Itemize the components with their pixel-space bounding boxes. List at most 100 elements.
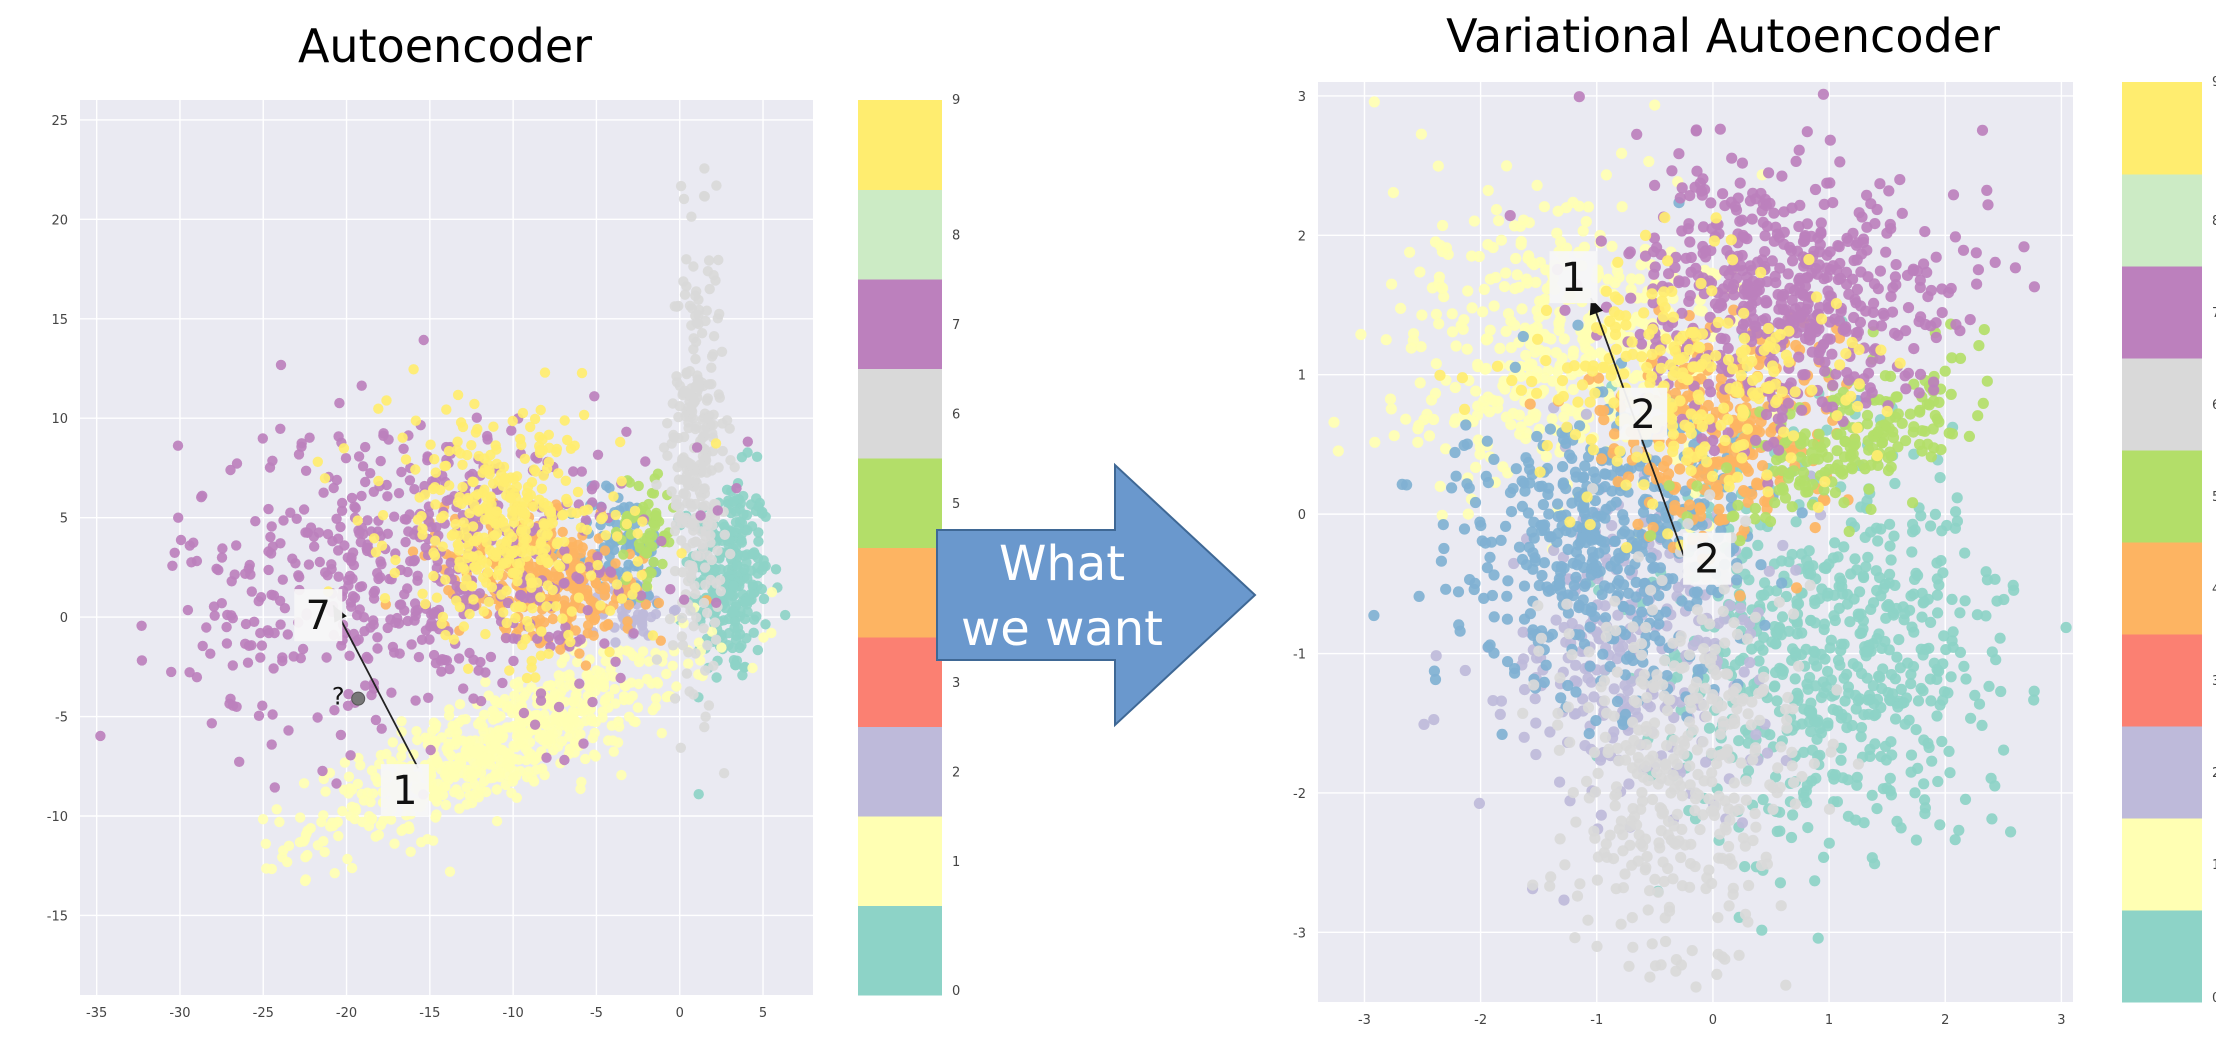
point-class-3: [1558, 433, 1570, 445]
point-class-0: [1845, 568, 1857, 580]
colorbar-swatch-5: [858, 458, 942, 548]
point-class-0: [1934, 472, 1946, 484]
point-class-2: [1736, 817, 1748, 829]
point-class-7: [372, 643, 383, 654]
point-class-0: [741, 509, 753, 521]
point-class-9: [437, 541, 448, 552]
point-class-9: [430, 467, 441, 478]
point-class-1: [542, 734, 554, 746]
point-class-1: [454, 699, 466, 710]
variational-autoencoder-scatter-chart: Variational Autoencoder 122 -3 -2 -1 0 1 2 332…: [1293, 9, 2216, 1028]
point-class-3: [1482, 477, 1494, 489]
point-class-9: [600, 530, 611, 541]
point-class-3: [1584, 621, 1596, 633]
point-class-5: [1769, 497, 1781, 509]
point-class-1: [1488, 300, 1500, 312]
point-class-1: [1616, 201, 1628, 213]
point-class-1: [650, 693, 662, 704]
point-class-7: [541, 752, 552, 763]
point-class-0: [1787, 809, 1799, 821]
point-class-4: [573, 539, 584, 550]
point-class-7: [313, 527, 325, 538]
point-class-0: [1934, 819, 1946, 831]
point-class-9: [464, 608, 475, 620]
point-class-9: [557, 613, 568, 624]
point-class-7: [582, 605, 593, 616]
point-class-7: [227, 660, 238, 671]
point-class-1: [318, 773, 329, 785]
point-class-6: [714, 308, 725, 320]
point-class-1: [583, 681, 594, 692]
point-class-0: [1954, 646, 1966, 659]
point-class-1: [416, 837, 427, 848]
point-class-9: [338, 443, 350, 454]
point-class-3: [1630, 576, 1642, 589]
point-class-1: [278, 845, 289, 856]
point-class-6: [677, 567, 688, 578]
point-class-4: [1524, 398, 1536, 410]
point-class-3: [1509, 361, 1521, 373]
point-class-7: [136, 620, 147, 631]
point-class-0: [1856, 667, 1868, 680]
point-class-1: [1509, 283, 1521, 295]
point-class-0: [1884, 693, 1896, 705]
point-class-1: [1492, 395, 1504, 407]
point-class-7: [304, 432, 315, 443]
point-class-0: [753, 536, 764, 547]
point-class-0: [1965, 712, 1977, 724]
point-class-0: [1908, 626, 1920, 638]
point-class-1: [747, 662, 758, 674]
point-class-6: [700, 711, 711, 722]
point-class-1: [607, 735, 619, 746]
point-class-4: [623, 599, 635, 610]
point-class-9: [585, 570, 597, 581]
point-class-3: [1517, 330, 1529, 343]
point-class-0: [1811, 716, 1823, 728]
point-class-9: [457, 421, 469, 433]
point-class-0: [1919, 802, 1931, 814]
point-class-2: [1518, 731, 1530, 743]
point-class-1: [440, 799, 452, 811]
point-class-0: [1871, 584, 1883, 597]
point-class-9: [450, 519, 461, 530]
point-class-0: [1862, 694, 1874, 706]
point-class-0: [1936, 735, 1948, 748]
point-class-9: [467, 551, 479, 562]
point-class-2: [1582, 672, 1594, 684]
point-class-9: [515, 526, 527, 537]
point-class-7: [375, 572, 386, 583]
point-class-9: [492, 570, 504, 581]
point-class-1: [346, 801, 358, 812]
point-class-1: [766, 627, 777, 639]
point-class-7: [95, 730, 106, 742]
point-class-9: [440, 574, 451, 585]
point-class-3: [1518, 580, 1531, 592]
point-class-3: [1586, 602, 1598, 614]
point-class-7: [312, 712, 323, 723]
point-class-1: [1580, 342, 1592, 354]
point-class-7: [262, 625, 273, 636]
point-class-1: [1408, 328, 1420, 340]
point-class-7: [578, 738, 589, 749]
point-class-0: [1827, 703, 1839, 716]
point-class-3: [1574, 553, 1586, 566]
point-class-1: [460, 745, 471, 756]
point-class-0: [1851, 771, 1863, 783]
point-class-1: [716, 642, 727, 653]
point-class-0: [760, 511, 771, 522]
point-class-0: [1864, 743, 1876, 756]
point-class-7: [269, 782, 280, 793]
point-class-9: [377, 510, 389, 521]
point-class-0: [1986, 813, 1998, 825]
point-class-0: [1905, 590, 1917, 602]
point-class-6: [690, 648, 701, 659]
point-class-9: [428, 570, 439, 582]
point-class-0: [1774, 877, 1786, 889]
point-class-4: [1809, 522, 1821, 534]
point-class-7: [362, 515, 373, 526]
point-class-1: [614, 645, 625, 656]
point-class-9: [469, 398, 480, 410]
point-class-6: [662, 418, 673, 429]
point-class-4: [574, 648, 585, 659]
point-class-0: [740, 596, 752, 607]
